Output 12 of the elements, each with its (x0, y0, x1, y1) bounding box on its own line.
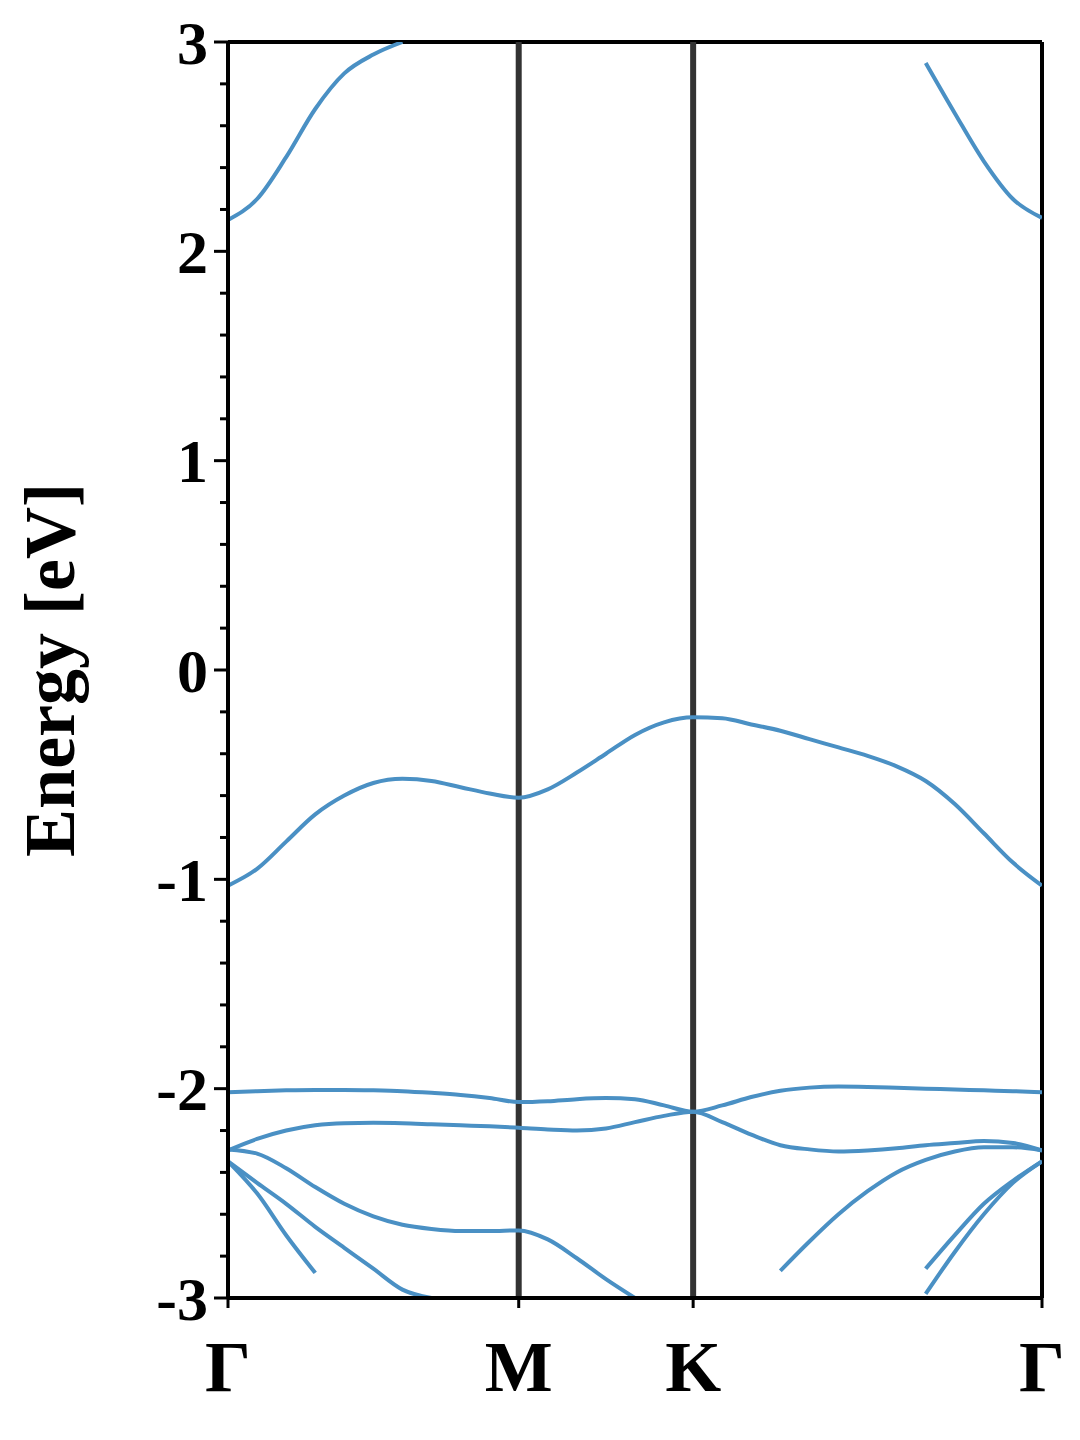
y-tick-label: -3 (156, 1264, 208, 1333)
x-tick-label: M (484, 1327, 553, 1408)
y-tick-label: -2 (156, 1055, 208, 1124)
x-tick-label: K (665, 1327, 722, 1408)
y-tick-label: 2 (177, 218, 208, 287)
y-tick-label: -1 (156, 846, 208, 915)
x-tick-label: Γ (1019, 1327, 1065, 1408)
y-tick-label: 0 (177, 636, 208, 705)
x-tick-label: Γ (205, 1327, 251, 1408)
y-tick-label: 3 (177, 8, 208, 77)
y-tick-label: 1 (177, 427, 208, 496)
y-axis-title: Energy [eV] (9, 483, 90, 857)
